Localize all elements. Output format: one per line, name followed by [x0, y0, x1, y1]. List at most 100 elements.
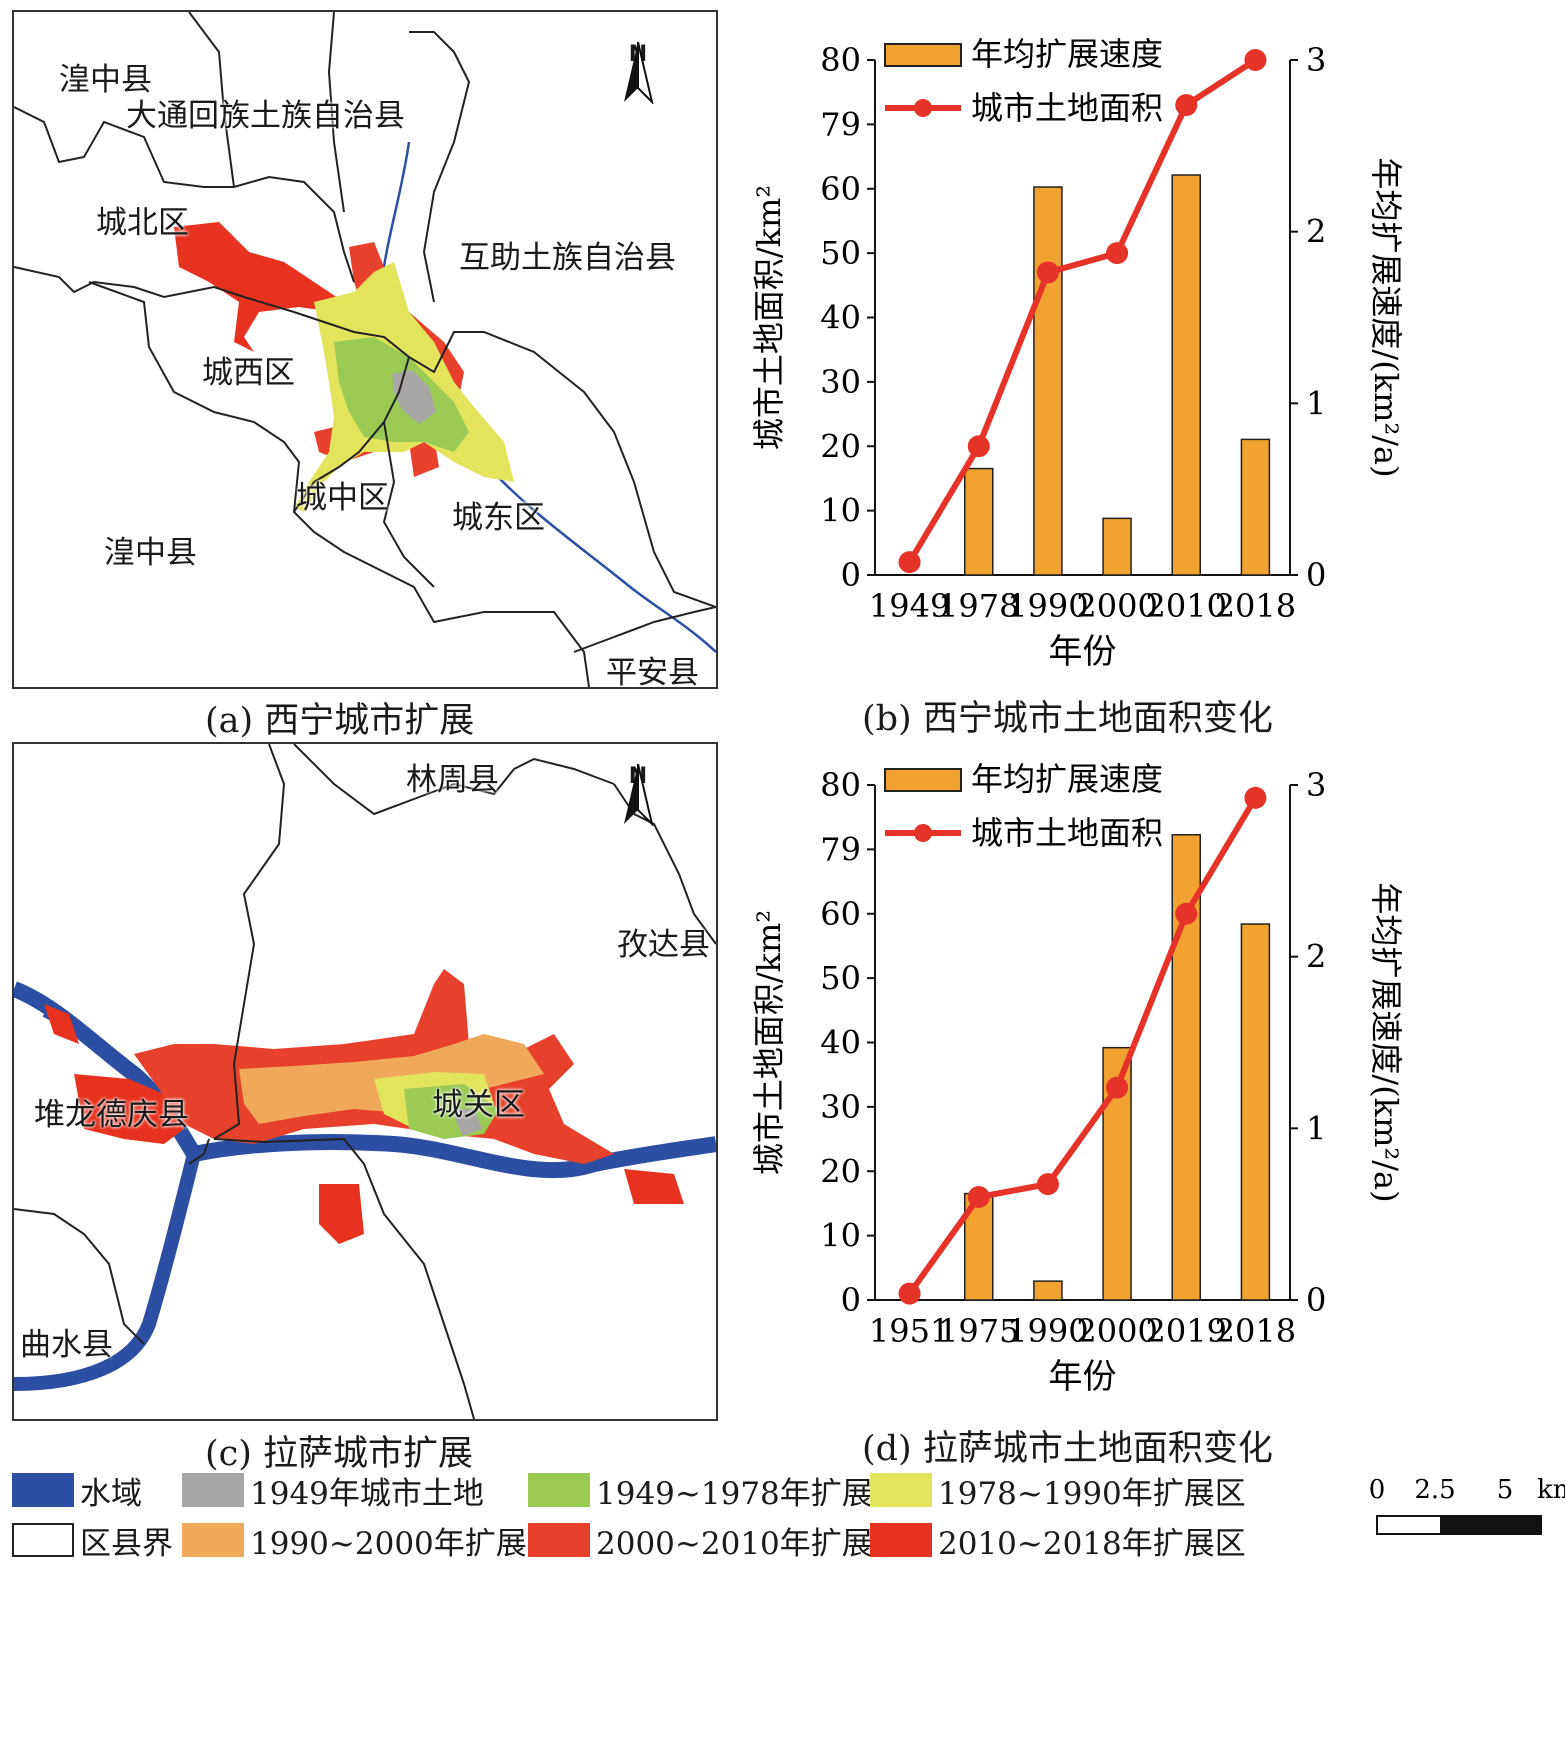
- legend-item: 区县界: [12, 1518, 173, 1562]
- legend-bar-label: 年均扩展速度: [971, 760, 1163, 798]
- y-tick-label: 30: [820, 1088, 861, 1126]
- y-tick-label: 10: [820, 492, 861, 530]
- bar: [964, 467, 994, 576]
- bar: [1033, 186, 1063, 576]
- y2-tick-label: 1: [1306, 1109, 1326, 1147]
- legend-label: 1949~1978年扩展区: [596, 1475, 904, 1512]
- legend-item: 水域: [12, 1468, 142, 1512]
- line-point: [1106, 1076, 1129, 1099]
- x-tick-label: 2018: [1215, 1312, 1296, 1350]
- x-tick-label: 2000: [1076, 1312, 1157, 1350]
- y-tick-label: 79: [820, 830, 861, 868]
- line-point: [1175, 94, 1198, 117]
- place-label: 大通回族土族自治县: [126, 98, 405, 134]
- place-label: 堆龙德庆县: [34, 1097, 189, 1133]
- x-tick-label: 2010: [1146, 587, 1227, 625]
- legend-swatch: [870, 1473, 932, 1507]
- legend-item: 1990~2000年扩展区: [182, 1518, 558, 1562]
- legend-label: 2010~2018年扩展区: [938, 1525, 1246, 1562]
- y-axis-title: 城市土地面积/km²: [750, 185, 788, 450]
- y-tick-label: 20: [820, 427, 861, 465]
- scale-unit: km: [1537, 1475, 1565, 1505]
- y2-tick-label: 0: [1306, 556, 1326, 594]
- legend-swatch: [182, 1523, 244, 1557]
- north-arrow: N: [618, 764, 658, 854]
- legend-label: 1949年城市土地: [250, 1475, 484, 1512]
- north-arrow: N: [618, 42, 658, 132]
- y2-tick-label: 2: [1306, 213, 1326, 251]
- lhasa-2010-2018: [44, 1004, 684, 1244]
- legend-bar-label: 年均扩展速度: [971, 35, 1163, 73]
- place-label: 林周县: [406, 762, 499, 798]
- north-arrow-icon: [624, 42, 654, 104]
- x-tick-label: 2018: [1215, 587, 1296, 625]
- legend-item: 2000~2010年扩展区: [528, 1518, 904, 1562]
- y2-tick-label: 2: [1306, 938, 1326, 976]
- caption-a: (a) 西宁城市扩展: [205, 701, 475, 741]
- bar: [1240, 438, 1271, 576]
- line-point: [1036, 1173, 1059, 1196]
- place-label: 互助土族自治县: [459, 240, 676, 276]
- place-label: 城中区: [296, 480, 389, 516]
- y-tick-label: 40: [820, 299, 861, 337]
- legend-bar-swatch: [884, 768, 962, 792]
- x-tick-label: 1949: [869, 587, 950, 625]
- legend-swatch: [528, 1473, 590, 1507]
- legend-label: 2000~2010年扩展区: [596, 1525, 904, 1562]
- x-tick-label: 1990: [1007, 587, 1088, 625]
- place-label: 城关区: [432, 1087, 525, 1123]
- y-tick-label: 79: [820, 105, 861, 143]
- legend-line-label: 城市土地面积: [971, 814, 1163, 852]
- area-line: [907, 57, 1258, 564]
- y2-axis-title: 年均扩展速度/(km²/a): [1367, 882, 1405, 1202]
- lhasa-map-graphic: [14, 744, 716, 1419]
- y-tick-label: 60: [820, 895, 861, 933]
- xining-1949: [392, 370, 436, 424]
- legend-label: 1978~1990年扩展区: [938, 1475, 1246, 1512]
- place-label: 孜达县: [617, 927, 710, 963]
- chart-b: 0 10 20 30 40 50 60 79 80 0 1 2 3 1949 1978 1990 2000 201…: [730, 20, 1566, 720]
- y2-tick-label: 3: [1306, 766, 1326, 804]
- x-axis-title: 年份: [1049, 1357, 1117, 1397]
- legend-swatch: [12, 1523, 74, 1557]
- caption-b: (b) 西宁城市土地面积变化: [862, 699, 1273, 739]
- lhasa-river-branch: [14, 1152, 201, 1391]
- legend-swatch: [528, 1523, 590, 1557]
- place-label: 城北区: [96, 205, 189, 241]
- legend-item: 1949~1978年扩展区: [528, 1468, 904, 1512]
- xining-map-graphic: [14, 12, 716, 687]
- place-label: 湟中县: [59, 62, 152, 98]
- line-point: [967, 1186, 990, 1208]
- y2-tick-label: 1: [1306, 384, 1326, 422]
- lhasa-map: 林周县 孜达县 堆龙德庆县 城关区 曲水县 N: [12, 742, 718, 1421]
- x-tick-label: 1978: [938, 587, 1019, 625]
- y-tick-label: 0: [841, 556, 861, 594]
- scale-bar: 0 2.5 5 km: [1365, 1468, 1566, 1543]
- line-point: [1244, 49, 1267, 71]
- legend-label: 水域: [80, 1475, 142, 1512]
- y-tick-label: 40: [820, 1024, 861, 1062]
- y-tick-label: 0: [841, 1281, 861, 1319]
- legend-item: 2010~2018年扩展区: [870, 1518, 1246, 1562]
- bar: [1033, 1280, 1063, 1301]
- scale-tick: 5: [1497, 1475, 1514, 1505]
- legend-item: 1978~1990年扩展区: [870, 1468, 1246, 1512]
- x-tick-label: 2019: [1146, 1312, 1227, 1350]
- legend-row-1: 水域 1949年城市土地 1949~1978年扩展区 1978~1990年扩展区: [0, 1468, 1566, 1518]
- bar: [1240, 923, 1271, 1301]
- y-tick-label: 80: [820, 766, 861, 804]
- legend-swatch: [12, 1473, 74, 1507]
- x-tick-label: 1951: [869, 1312, 950, 1350]
- scale-tick: 2.5: [1414, 1475, 1455, 1505]
- y2-tick-label: 0: [1306, 1281, 1326, 1319]
- y-tick-label: 60: [820, 170, 861, 208]
- legend-item: 1949年城市土地: [182, 1468, 484, 1512]
- y-tick-label: 50: [820, 959, 861, 997]
- line-point: [1244, 786, 1267, 809]
- legend-line-label: 城市土地面积: [971, 89, 1163, 127]
- y-axis-title: 城市土地面积/km²: [750, 910, 788, 1175]
- line-point: [898, 551, 921, 574]
- xining-boundaries: [14, 12, 716, 687]
- caption-c: (c) 拉萨城市扩展: [205, 1434, 474, 1474]
- y2-tick-label: 3: [1306, 41, 1326, 79]
